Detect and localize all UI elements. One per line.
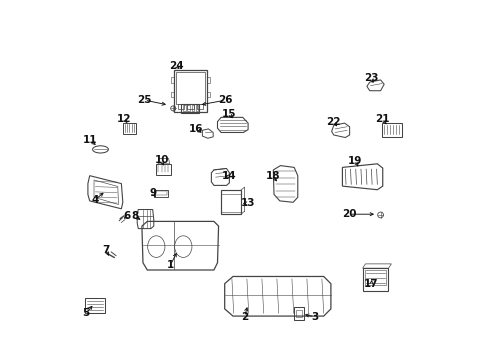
Text: 15: 15 xyxy=(222,109,236,120)
Text: 17: 17 xyxy=(363,279,378,289)
Text: 1: 1 xyxy=(167,260,174,270)
Text: 7: 7 xyxy=(102,245,109,255)
Text: 2: 2 xyxy=(241,312,247,322)
Text: 20: 20 xyxy=(341,209,355,219)
Text: 18: 18 xyxy=(265,171,279,181)
Text: 12: 12 xyxy=(117,114,131,124)
Text: 21: 21 xyxy=(374,114,388,124)
Text: 11: 11 xyxy=(83,135,98,145)
Text: 10: 10 xyxy=(154,155,169,165)
Text: 13: 13 xyxy=(241,198,255,208)
Text: 26: 26 xyxy=(218,95,233,105)
Text: 25: 25 xyxy=(137,95,151,105)
Text: 23: 23 xyxy=(363,73,378,84)
Text: 24: 24 xyxy=(168,60,183,71)
Text: 9: 9 xyxy=(149,188,156,198)
Text: 5: 5 xyxy=(82,308,89,318)
Text: 16: 16 xyxy=(188,124,203,134)
Text: 4: 4 xyxy=(91,195,99,205)
Text: 3: 3 xyxy=(310,312,318,322)
Text: 19: 19 xyxy=(347,156,362,166)
Text: 8: 8 xyxy=(131,211,138,221)
Text: 22: 22 xyxy=(326,117,340,127)
Text: 14: 14 xyxy=(221,171,236,181)
Text: 6: 6 xyxy=(123,211,131,221)
